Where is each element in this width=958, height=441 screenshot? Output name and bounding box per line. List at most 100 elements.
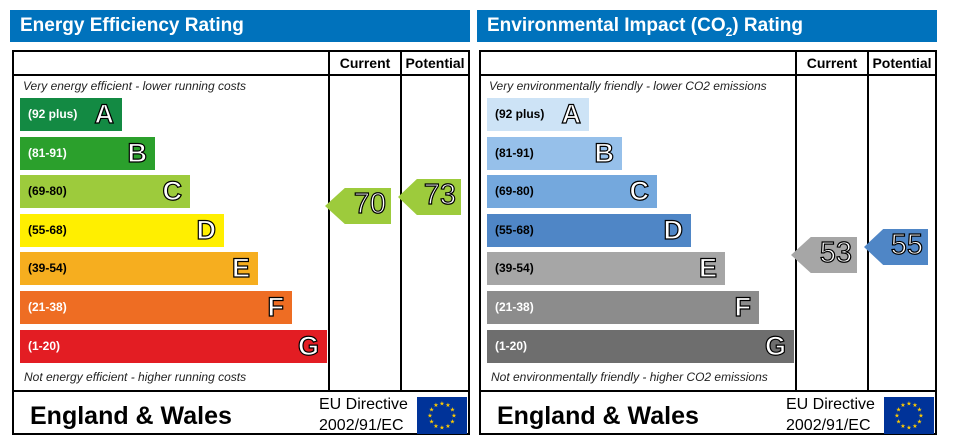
- band-range: (55-68): [28, 222, 67, 237]
- current-rating-arrow: 53: [791, 237, 857, 273]
- footer-divider: [481, 390, 935, 392]
- bottom-note: Not environmentally friendly - higher CO…: [491, 370, 768, 384]
- band-f: (21-38) F: [487, 291, 759, 324]
- current-rating-arrow: 70: [325, 188, 391, 224]
- svg-text:★: ★: [896, 419, 901, 426]
- band-range: (81-91): [28, 145, 67, 160]
- bottom-note: Not energy efficient - higher running co…: [24, 370, 247, 384]
- current-rating-value: 53: [819, 237, 852, 270]
- band-letter: A: [94, 98, 115, 129]
- rating-table: Current Potential Very energy efficient …: [12, 50, 470, 435]
- svg-text:★: ★: [912, 423, 917, 430]
- svg-text:★: ★: [450, 407, 455, 414]
- band-e: (39-54) E: [487, 252, 725, 286]
- band-f: (21-38) F: [20, 291, 292, 324]
- band-range: (92 plus): [28, 107, 78, 121]
- footer-divider: [14, 390, 468, 392]
- band-range: (92 plus): [495, 107, 545, 121]
- directive-line1: EU Directive: [786, 396, 875, 413]
- svg-text:★: ★: [900, 402, 905, 409]
- current-column-header: Current: [339, 55, 391, 71]
- eu-directive: EU Directive 2002/91/EC: [786, 394, 875, 436]
- directive-line2: 2002/91/EC: [786, 417, 871, 434]
- band-g: (1-20) G: [487, 329, 794, 363]
- band-letter: C: [629, 176, 650, 207]
- panel-title: Energy Efficiency Rating: [10, 10, 470, 42]
- svg-text:★: ★: [451, 413, 456, 420]
- band-range: (55-68): [495, 222, 534, 237]
- band-range: (1-20): [28, 338, 61, 353]
- svg-text:★: ★: [450, 419, 455, 426]
- band-letter: D: [663, 214, 684, 245]
- band-a: (92 plus) A: [487, 98, 589, 131]
- svg-text:★: ★: [433, 402, 438, 409]
- band-c: (69-80) C: [20, 175, 190, 209]
- header-row: [14, 52, 468, 76]
- band-range: (81-91): [495, 145, 534, 160]
- rating-table: Current Potential Very environmentally f…: [479, 50, 937, 435]
- band-letter: G: [764, 330, 786, 361]
- band-e: (39-54) E: [20, 252, 258, 286]
- band-d: (55-68) D: [20, 213, 224, 247]
- band-range: (69-80): [495, 184, 534, 199]
- svg-text:★: ★: [445, 423, 450, 430]
- svg-text:★: ★: [912, 402, 917, 409]
- band-letter: E: [698, 253, 717, 284]
- band-range: (39-54): [28, 261, 67, 276]
- svg-text:★: ★: [917, 407, 922, 414]
- directive-line1: EU Directive: [319, 396, 408, 413]
- svg-text:★: ★: [896, 407, 901, 414]
- potential-column-header: Potential: [872, 55, 932, 71]
- svg-text:★: ★: [445, 402, 450, 409]
- band-letter: A: [561, 98, 582, 129]
- svg-text:★: ★: [439, 425, 444, 432]
- environmental-impact-panel: Environmental Impact (CO2) Rating Curren…: [477, 0, 939, 441]
- svg-text:★: ★: [427, 413, 432, 420]
- current-column-header: Current: [806, 55, 858, 71]
- top-note: Very energy efficient - lower running co…: [23, 79, 246, 93]
- top-note: Very environmentally friendly - lower CO…: [489, 79, 767, 93]
- panel-title: Environmental Impact (CO2) Rating: [477, 10, 937, 42]
- band-letter: G: [297, 330, 319, 361]
- region-label: England & Wales: [497, 402, 699, 430]
- region-label: England & Wales: [30, 402, 232, 430]
- eu-directive: EU Directive 2002/91/EC: [319, 394, 408, 436]
- band-range: (21-38): [495, 300, 534, 314]
- band-d: (55-68) D: [487, 213, 691, 247]
- band-letter: F: [267, 291, 285, 322]
- potential-rating-arrow: 73: [398, 179, 461, 215]
- svg-text:★: ★: [917, 419, 922, 426]
- svg-text:★: ★: [894, 413, 899, 420]
- potential-rating-value: 55: [890, 229, 923, 262]
- potential-rating-value: 73: [423, 179, 456, 212]
- svg-text:★: ★: [906, 425, 911, 432]
- potential-column-header: Potential: [405, 55, 465, 71]
- current-rating-value: 70: [353, 188, 386, 221]
- band-g: (1-20) G: [20, 329, 327, 363]
- header-row: [481, 52, 935, 76]
- band-letter: C: [162, 176, 183, 207]
- band-letter: D: [196, 214, 217, 245]
- svg-text:★: ★: [433, 423, 438, 430]
- energy-efficiency-panel: Energy Efficiency Rating Current Potenti…: [10, 0, 472, 441]
- svg-text:★: ★: [439, 401, 444, 408]
- directive-line2: 2002/91/EC: [319, 417, 404, 434]
- divider: [867, 52, 869, 392]
- band-letter: E: [231, 253, 250, 284]
- svg-text:★: ★: [900, 423, 905, 430]
- divider: [400, 52, 402, 392]
- band-range: (1-20): [495, 338, 528, 353]
- svg-text:★: ★: [429, 407, 434, 414]
- potential-rating-arrow: 55: [864, 229, 928, 265]
- band-letter: F: [734, 291, 752, 322]
- svg-text:★: ★: [918, 413, 923, 420]
- band-range: (21-38): [28, 300, 67, 314]
- band-a: (92 plus) A: [20, 98, 122, 131]
- divider: [795, 52, 797, 392]
- band-b: (81-91) B: [487, 136, 622, 170]
- band-range: (69-80): [28, 184, 67, 199]
- svg-text:★: ★: [429, 419, 434, 426]
- band-letter: B: [127, 137, 148, 168]
- eu-flag-icon: ★★★★★★★★★ ★ ★★: [417, 397, 467, 434]
- svg-text:★: ★: [906, 401, 911, 408]
